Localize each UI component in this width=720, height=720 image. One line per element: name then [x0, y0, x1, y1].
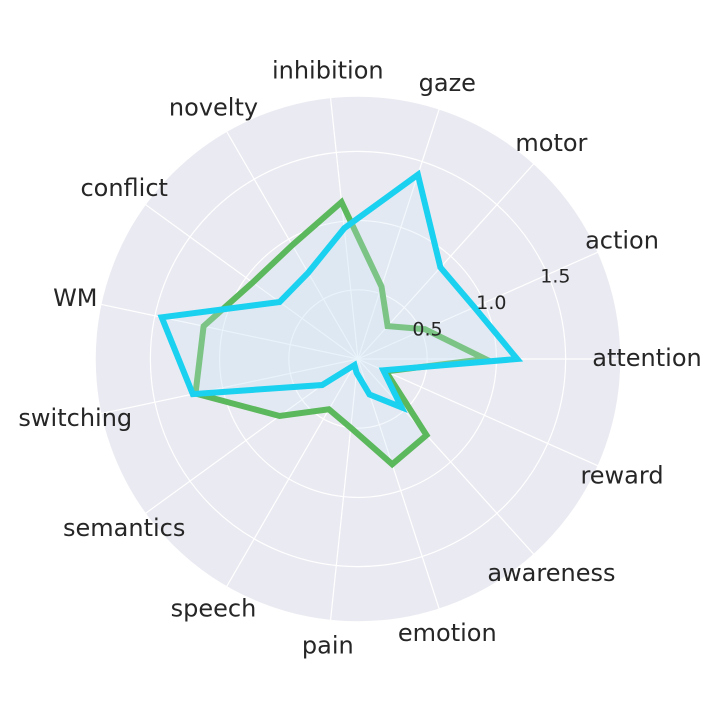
- spoke-gridline: [357, 108, 440, 360]
- spoke-gridline: [357, 358, 440, 610]
- category-label: switching: [18, 404, 132, 432]
- category-label: inhibition: [272, 57, 384, 85]
- spoke-gridline: [357, 358, 535, 555]
- category-label: awareness: [487, 559, 615, 587]
- series-fill: [161, 174, 518, 408]
- r-tick-label: 1.0: [476, 292, 506, 314]
- spoke-gridline: [357, 358, 599, 467]
- category-label: gaze: [419, 69, 476, 97]
- spoke-gridline: [225, 358, 359, 588]
- category-label: conflict: [80, 174, 167, 202]
- category-label: motor: [515, 129, 587, 157]
- category-label: reward: [580, 462, 663, 490]
- spoke-gridline: [357, 251, 599, 360]
- category-label: pain: [302, 631, 354, 659]
- category-label: emotion: [398, 619, 497, 647]
- series-fill: [195, 202, 486, 465]
- category-label: novelty: [169, 94, 258, 122]
- category-label: attention: [592, 344, 701, 372]
- series-line: [157, 169, 524, 413]
- r-tick-label: 1.5: [540, 266, 570, 288]
- series-line: [192, 197, 496, 469]
- spoke-gridline: [100, 358, 359, 415]
- spoke-gridline: [329, 358, 359, 621]
- category-label: speech: [171, 594, 257, 622]
- spoke-gridline: [100, 303, 359, 360]
- r-tick-label: 0.5: [412, 319, 442, 341]
- category-label: action: [585, 227, 659, 255]
- category-label: semantics: [63, 514, 185, 542]
- outer-ring: [94, 95, 622, 623]
- category-label: WM: [53, 284, 97, 312]
